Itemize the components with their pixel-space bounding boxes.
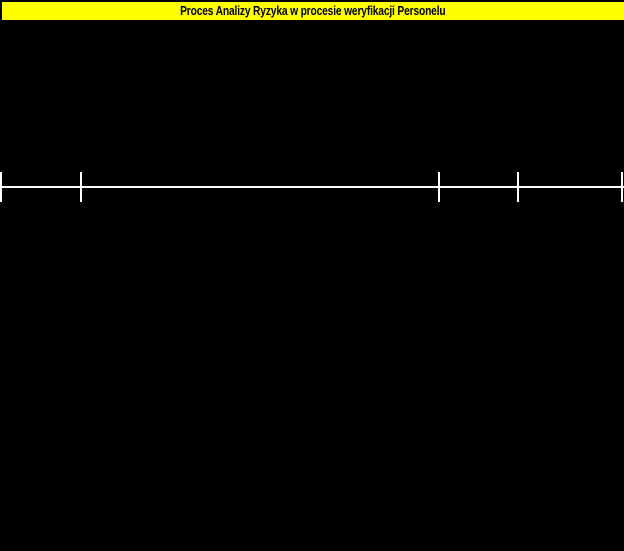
title-bar: Proces Analizy Ryzyka w procesie weryfik… xyxy=(0,0,624,21)
timeline-axis-line xyxy=(0,186,624,188)
timeline-tick xyxy=(0,172,2,202)
timeline-tick xyxy=(80,172,82,202)
diagram-title: Proces Analizy Ryzyka w procesie weryfik… xyxy=(180,4,446,19)
timeline-tick xyxy=(438,172,440,202)
timeline-tick xyxy=(621,172,623,202)
timeline-tick xyxy=(517,172,519,202)
